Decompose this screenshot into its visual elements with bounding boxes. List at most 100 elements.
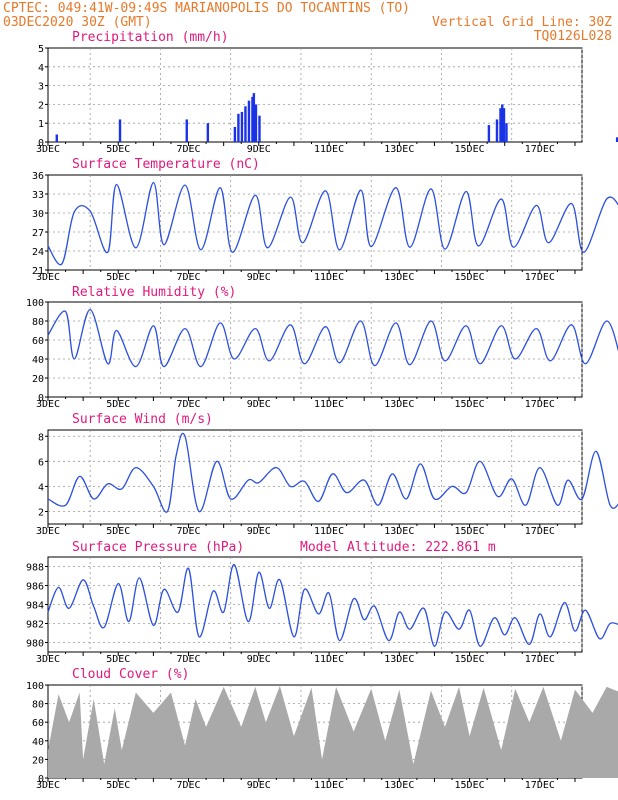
pressure-xtick-label: 15DEC [455,654,485,665]
precip-bar [615,137,618,142]
rh-ytick-label: 40 [32,355,44,366]
header-model-code: TQ0126L028 [534,29,612,44]
temp-ytick-label: 21 [32,266,44,277]
temp-ytick-label: 36 [32,171,44,182]
temp-xtick-label: 9DEC [247,272,271,283]
wind-ytick-label: 4 [38,482,44,493]
cloud-xtick-label: 3DEC [36,780,60,791]
wind-xtick-label: 13DEC [384,526,414,537]
temp-frame [47,174,583,271]
temp-series-line [47,181,618,266]
temp-xtick-label: 3DEC [36,272,60,283]
pressure-altitude: Model Altitude: 222.861 m [300,540,496,555]
header-date: 03DEC2020 30Z (GMT) [3,15,152,30]
temp-xtick-label: 13DEC [384,272,414,283]
pressure-title: Surface Pressure (hPa) [72,540,244,555]
cloud-ytick-label: 40 [32,737,44,748]
wind-xtick-label: 5DEC [106,526,130,537]
cloud-xtick-label: 15DEC [455,780,485,791]
precip-ytick-label: 0 [38,138,44,149]
precip-bar [254,104,258,142]
precip-bar [247,100,251,142]
precip-bar [499,108,502,142]
temp-xtick-label: 11DEC [314,272,344,283]
temp-xtick-label: 17DEC [525,272,555,283]
cloud-ytick-label: 20 [32,755,44,766]
precip-ytick-label: 4 [38,63,44,74]
precip-bar [487,125,491,142]
header-grid-line: Vertical Grid Line: 30Z [432,15,612,30]
rh-xtick-label: 7DEC [176,399,200,410]
temp-ytick-label: 24 [32,247,44,258]
temp-ytick-label: 33 [32,190,44,201]
rh-xtick-label: 3DEC [36,399,60,410]
wind-xtick-label: 11DEC [314,526,344,537]
rh-xtick-label: 9DEC [247,399,271,410]
precip-bar [258,115,261,142]
rh-xtick-label: 5DEC [106,399,130,410]
pressure-xtick-label: 17DEC [525,654,555,665]
precip-bar [244,106,247,142]
rh-title: Relative Humidity (%) [72,285,236,300]
rh-xtick-label: 17DEC [525,399,555,410]
wind-xtick-label: 15DEC [455,526,485,537]
precip-bar [237,113,240,142]
precip-bar [55,134,58,142]
cloud-xtick-label: 13DEC [384,780,414,791]
pressure-ytick-label: 980 [26,639,44,650]
precip-title: Precipitation (mm/h) [72,30,229,45]
precip-ytick-label: 2 [38,100,44,111]
cloud-xtick-label: 7DEC [176,780,200,791]
precip-bar [251,96,254,142]
pressure-ytick-label: 988 [26,563,44,574]
wind-ytick-label: 8 [38,432,44,443]
rh-ytick-label: 20 [32,374,44,385]
precip-ytick-label: 5 [38,44,44,55]
cloud-ytick-label: 80 [32,700,44,711]
rh-ytick-label: 60 [32,336,44,347]
cloud-title: Cloud Cover (%) [72,667,189,682]
cloud-ytick-label: 100 [26,681,44,692]
pressure-xtick-label: 9DEC [247,654,271,665]
precip-xtick-label: 7DEC [176,144,200,155]
pressure-xtick-label: 7DEC [176,654,200,665]
precip-bar [206,123,210,142]
precip-xtick-label: 11DEC [314,144,344,155]
temp-xtick-label: 15DEC [455,272,485,283]
wind-xtick-label: 17DEC [525,526,555,537]
temp-xtick-label: 5DEC [106,272,130,283]
wind-ytick-label: 6 [38,457,44,468]
pressure-ytick-label: 986 [26,582,44,593]
cloud-xtick-label: 17DEC [525,780,555,791]
precip-ytick-label: 3 [38,82,44,93]
rh-frame [47,301,583,398]
pressure-series-line [47,563,618,647]
rh-xtick-label: 15DEC [455,399,485,410]
cloud-xtick-label: 5DEC [106,780,130,791]
precip-bar [185,119,188,142]
cloud-xtick-label: 9DEC [247,780,271,791]
precip-xtick-label: 9DEC [247,144,271,155]
pressure-xtick-label: 13DEC [384,654,414,665]
precip-xtick-label: 5DEC [106,144,130,155]
precip-bar [501,104,504,142]
pressure-xtick-label: 11DEC [314,654,344,665]
cloud-cover-area [48,685,618,778]
temp-ytick-label: 30 [32,209,44,220]
wind-xtick-label: 9DEC [247,526,271,537]
precip-bar [240,111,244,142]
temp-title: Surface Temperature (nC) [72,157,260,172]
precip-xtick-label: 17DEC [525,144,555,155]
rh-ytick-label: 100 [26,298,44,309]
cloud-ytick-label: 60 [32,718,44,729]
pressure-xtick-label: 3DEC [36,654,60,665]
temp-xtick-label: 7DEC [176,272,200,283]
pressure-ytick-label: 982 [26,620,44,631]
precip-xtick-label: 13DEC [384,144,414,155]
cloud-ytick-label: 0 [38,774,44,785]
precip-bar [252,93,256,142]
wind-xtick-label: 3DEC [36,526,60,537]
header-line1: CPTEC: 049:41W-09:49S MARIANOPOLIS DO TO… [3,1,410,16]
precip-ytick-label: 1 [38,119,44,130]
